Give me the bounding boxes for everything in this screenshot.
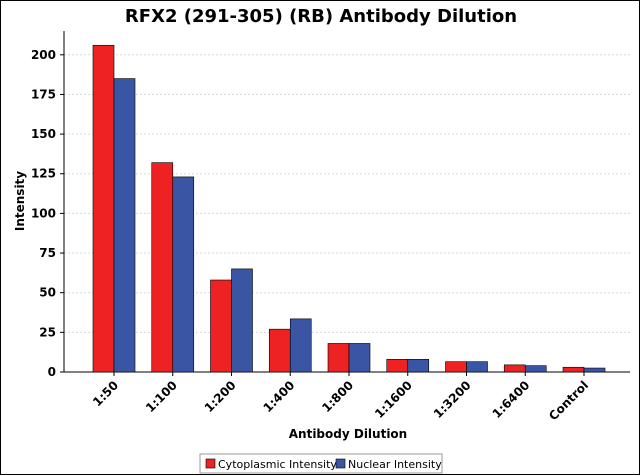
x-tick-label: 1:1600 <box>372 378 415 421</box>
y-tick-label: 100 <box>31 206 56 220</box>
x-tick-label: 1:6400 <box>490 378 533 421</box>
bar-nuclear <box>231 268 253 373</box>
legend-label-cytoplasmic: Cytoplasmic Intensity <box>218 458 337 471</box>
bar-cytoplasmic <box>386 359 409 373</box>
x-tick-label: 1:50 <box>90 378 121 409</box>
bars <box>92 44 606 373</box>
x-tick-label: 1:100 <box>143 378 180 415</box>
bar-cytoplasmic <box>327 343 350 373</box>
bar-nuclear <box>524 365 547 373</box>
bar-nuclear <box>289 318 312 373</box>
bar-nuclear <box>348 343 371 373</box>
y-tick-label: 75 <box>39 246 56 260</box>
y-tick-label: 25 <box>39 325 56 339</box>
x-axis-ticks: 1:50 1:100 1:200 1:400 1:800 1:1600 1:3200 1:64… <box>90 372 591 423</box>
y-tick-label: 50 <box>39 286 56 300</box>
x-tick-label: Control <box>546 378 591 423</box>
y-tick-label: 200 <box>31 48 56 62</box>
legend-swatch-nuclear <box>335 458 346 469</box>
gridlines <box>64 54 630 333</box>
y-tick-label: 150 <box>31 127 56 141</box>
y-axis-ticks: 0 25 50 75 100 125 150 175 200 <box>31 48 64 379</box>
bar-nuclear <box>113 78 136 373</box>
bar-nuclear <box>407 359 430 373</box>
bar-cytoplasmic <box>268 328 291 373</box>
legend-label-nuclear: Nuclear Intensity <box>348 458 442 471</box>
bar-cytoplasmic <box>92 44 115 373</box>
legend-box <box>199 453 443 474</box>
y-axis-label: Intensity <box>13 171 27 231</box>
y-tick-label: 125 <box>31 167 56 181</box>
bar-cytoplasmic <box>445 361 467 373</box>
legend-swatch-cytoplasmic <box>205 458 216 469</box>
bar-nuclear <box>583 367 606 373</box>
bar-nuclear <box>172 176 195 373</box>
y-tick-label: 175 <box>31 87 56 101</box>
x-tick-label: 1:400 <box>260 378 297 415</box>
x-tick-label: 1:800 <box>319 378 356 415</box>
bar-cytoplasmic <box>503 364 526 373</box>
x-axis-label: Antibody Dilution <box>289 427 407 441</box>
x-tick-label: 1:200 <box>202 378 239 415</box>
bar-cytoplasmic <box>562 366 585 373</box>
legend: Cytoplasmic Intensity Nuclear Intensity <box>199 453 443 474</box>
chart-title: RFX2 (291-305) (RB) Antibody Dilution <box>125 6 517 27</box>
y-tick-label: 0 <box>48 365 56 379</box>
bar-cytoplasmic <box>210 279 232 373</box>
bar-nuclear <box>466 361 488 373</box>
x-tick-label: 1:3200 <box>431 378 474 421</box>
bar-cytoplasmic <box>151 162 174 373</box>
